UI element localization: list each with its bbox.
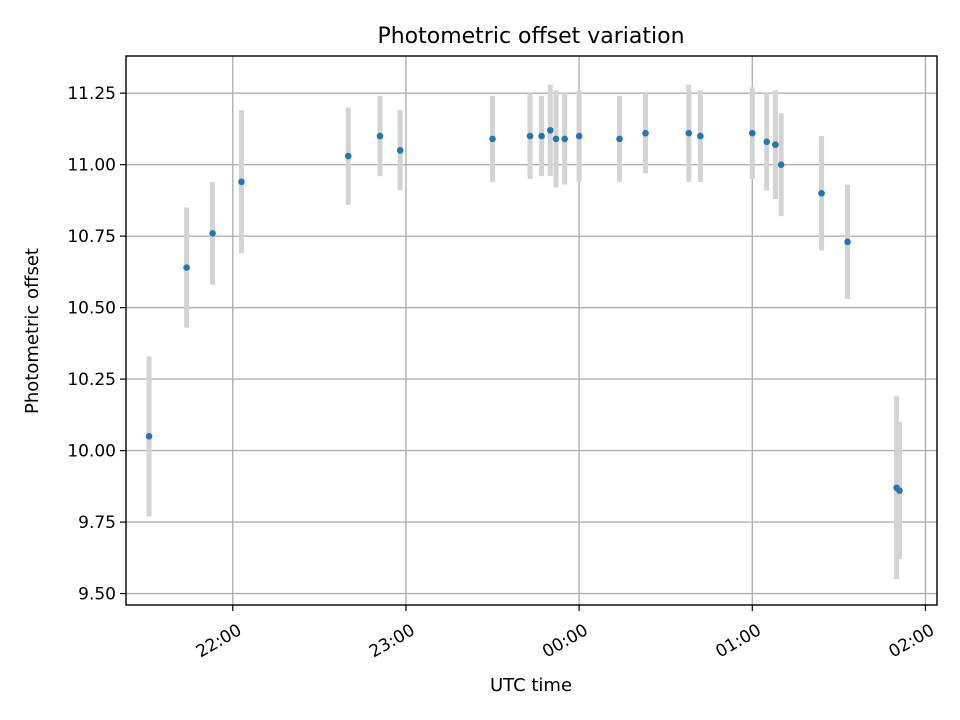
plot-frame — [125, 55, 938, 606]
data-point — [642, 129, 649, 137]
data-point — [538, 132, 545, 140]
y-tick-label: 9.75 — [78, 513, 116, 533]
data-point — [209, 229, 216, 237]
y-tick-label: 10.75 — [67, 227, 116, 247]
y-tick-label: 10.50 — [67, 299, 116, 319]
data-point — [183, 264, 190, 271]
data-point — [763, 138, 771, 146]
data-point — [844, 238, 851, 246]
data-point — [552, 135, 560, 143]
data-point — [145, 432, 153, 440]
data-point — [546, 127, 554, 134]
y-tick-label: 10.25 — [67, 370, 116, 390]
chart-title: Photometric offset variation — [377, 24, 684, 49]
data-point — [575, 132, 583, 140]
data-point — [396, 147, 404, 154]
data-point — [561, 135, 568, 143]
data-point — [697, 132, 704, 140]
y-tick-label: 9.50 — [78, 585, 116, 605]
data-point — [526, 132, 534, 140]
data-point — [489, 135, 496, 143]
data-point — [685, 129, 693, 137]
data-point — [344, 152, 352, 160]
data-point — [748, 129, 756, 137]
data-point — [777, 161, 785, 168]
y-tick-label: 11.25 — [67, 84, 116, 104]
data-point — [818, 189, 825, 197]
data-point — [896, 487, 903, 494]
data-points — [145, 84, 903, 580]
x-axis-label: UTC time — [490, 675, 572, 696]
data-point — [616, 135, 623, 143]
y-axis-label: Photometric offset — [22, 248, 43, 414]
y-tick-label: 11.00 — [67, 156, 116, 176]
data-point — [238, 178, 245, 186]
data-point — [376, 132, 384, 140]
y-tick-label: 10.00 — [67, 442, 116, 462]
data-point — [772, 141, 779, 148]
